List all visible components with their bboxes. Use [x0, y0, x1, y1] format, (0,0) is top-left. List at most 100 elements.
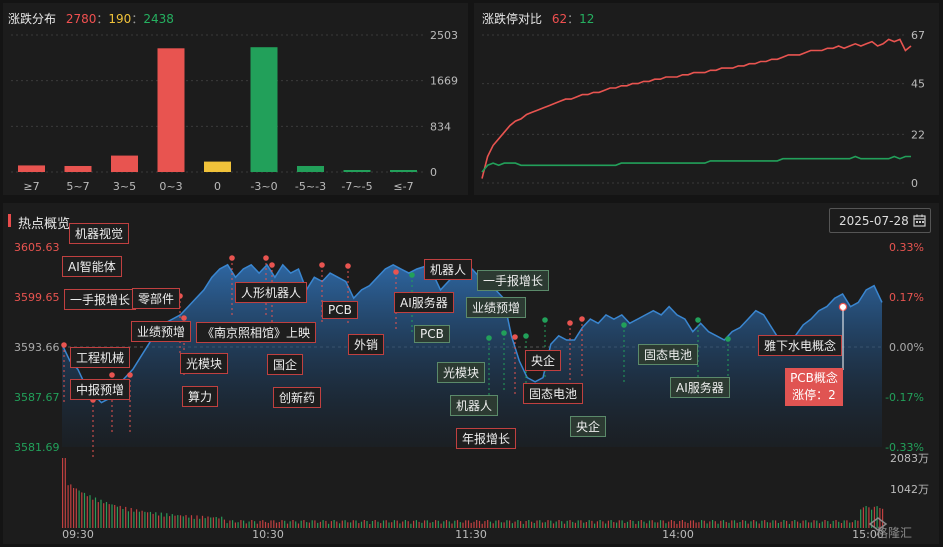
volume-bar [344, 520, 346, 528]
y-tick-label: 1669 [430, 75, 458, 88]
sector-label[interactable]: AI服务器 [394, 292, 454, 313]
sector-label[interactable]: 机器人 [450, 395, 499, 416]
volume-bar [264, 521, 267, 528]
sector-label[interactable]: PCB [322, 301, 358, 319]
sector-label[interactable]: 人形机器人 [235, 282, 308, 303]
volume-bar [489, 521, 491, 528]
volume-bar [788, 523, 790, 528]
x-tick-label: -7~-5 [341, 180, 372, 193]
sector-label[interactable]: 央企 [525, 350, 562, 371]
volume-bar [426, 520, 428, 528]
volume-bar [270, 520, 272, 528]
volume-bar [111, 504, 113, 528]
volume-bar [862, 507, 864, 528]
sector-label[interactable]: AI智能体 [62, 256, 122, 277]
marker-dot [512, 334, 518, 340]
distribution-panel: 涨跌分布 2780：190：2438 2503 1669 834 0 ≥7 5~7 3~5 0… [3, 3, 468, 195]
price-tick-label: 3605.63 [14, 241, 60, 254]
volume-bar [616, 522, 618, 528]
sector-label[interactable]: AI服务器 [670, 377, 730, 398]
volume-bar [637, 521, 640, 528]
sector-label[interactable]: 算力 [182, 386, 219, 407]
volume-bar [679, 521, 681, 528]
volume-bar [827, 521, 829, 528]
limit-down-count: 12 [579, 12, 595, 26]
volume-bar [297, 523, 300, 528]
volume-bar [583, 522, 585, 528]
sector-label[interactable]: 固态电池 [523, 383, 584, 404]
volume-bar [739, 522, 741, 528]
marker-dot [579, 316, 585, 322]
sector-label[interactable]: 零部件 [132, 288, 181, 309]
volume-bar [188, 517, 190, 528]
volume-bar [311, 520, 313, 528]
volume-bar [558, 520, 560, 528]
volume-bar [813, 520, 815, 528]
volume-bar [358, 523, 360, 528]
volume-bar [243, 520, 245, 528]
calendar-icon[interactable] [913, 214, 926, 227]
volume-bar [262, 520, 264, 528]
volume-bar [720, 520, 722, 528]
volume-bar [248, 521, 250, 528]
volume-bar [413, 520, 415, 528]
volume-bar [256, 523, 258, 528]
sector-label[interactable]: 中报预增 [70, 379, 131, 400]
marker-dot [345, 263, 351, 269]
volume-bar [119, 505, 121, 528]
sector-label[interactable]: 业绩预增 [466, 297, 527, 318]
volume-bar [574, 522, 576, 528]
sector-label[interactable]: 光模块 [437, 362, 486, 383]
sector-label[interactable]: 国企 [267, 354, 304, 375]
sector-label[interactable]: 外销 [348, 334, 385, 355]
index-area [62, 264, 882, 447]
volume-bar [308, 522, 310, 528]
volume-bar [103, 503, 105, 528]
volume-bar [646, 523, 648, 528]
sector-label[interactable]: 固态电池 [638, 344, 699, 365]
volume-bar [736, 522, 738, 528]
volume-bar [440, 523, 442, 528]
volume-bar [240, 520, 242, 528]
sector-label[interactable]: 《南京照相馆》上映 [196, 322, 317, 343]
volume-bar [451, 523, 453, 528]
volume-bar [97, 502, 99, 528]
volume-bar [317, 522, 319, 528]
volume-bar [73, 488, 75, 528]
sector-label[interactable]: PCB [414, 325, 450, 343]
volume-bar [391, 522, 393, 528]
volume-bar [843, 520, 845, 528]
y-tick-label: 0 [430, 166, 437, 179]
sector-label[interactable]: 雅下水电概念 [758, 335, 843, 356]
y-tick-label: 67 [911, 29, 925, 42]
volume-bar [621, 520, 623, 528]
sector-label[interactable]: 年报增长 [456, 428, 517, 449]
volume-bar [377, 521, 379, 528]
sector-label[interactable]: 机器视觉 [69, 223, 130, 244]
volume-bar [116, 506, 118, 528]
sector-label[interactable]: 创新药 [273, 387, 322, 408]
date-picker[interactable]: 2025-07-28 [829, 208, 931, 233]
marker-dot [486, 335, 492, 341]
volume-bar [528, 520, 530, 528]
volume-bar [643, 521, 645, 528]
time-tick-label: 14:00 [662, 528, 694, 541]
volume-bar [369, 524, 371, 528]
volume-bar [840, 523, 843, 528]
sector-label[interactable]: 央企 [570, 416, 607, 437]
volume-bar [802, 520, 804, 528]
sector-label[interactable]: 工程机械 [70, 347, 131, 368]
volume-bar [229, 520, 231, 528]
volume-bar [473, 521, 475, 528]
sector-label[interactable]: 光模块 [180, 353, 229, 374]
marker-dot [621, 322, 627, 328]
limit-down-line [481, 155, 911, 173]
sector-label[interactable]: 一手报增长 [477, 270, 550, 291]
sector-label[interactable]: 业绩预增 [131, 321, 192, 342]
sector-label[interactable]: 一手报增长 [64, 289, 137, 310]
volume-bar [292, 520, 294, 528]
volume-bar [648, 520, 651, 528]
volume-bar [467, 520, 470, 528]
distribution-chart: 2503 1669 834 0 ≥7 5~7 3~5 0~3 0 -3~0 -5~-3 -7~-5 ≤-… [11, 29, 458, 193]
sector-label[interactable]: 机器人 [424, 259, 473, 280]
